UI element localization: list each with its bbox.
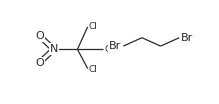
Text: Cl: Cl xyxy=(88,65,97,74)
Text: O: O xyxy=(35,31,44,41)
Text: Br: Br xyxy=(181,33,193,43)
Text: O: O xyxy=(35,58,44,67)
Text: N: N xyxy=(49,44,58,54)
Text: Br: Br xyxy=(109,41,122,51)
Text: Cl: Cl xyxy=(105,45,113,54)
Text: Cl: Cl xyxy=(88,22,97,31)
